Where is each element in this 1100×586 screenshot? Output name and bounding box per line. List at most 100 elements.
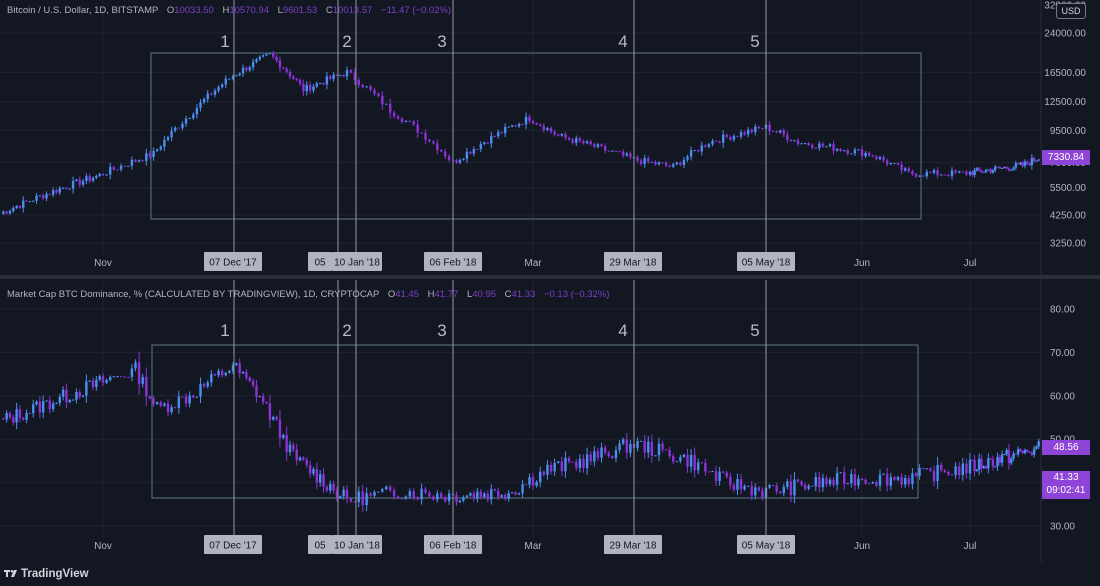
candle-body[interactable] [932, 470, 936, 482]
candle-body[interactable] [1037, 441, 1040, 447]
candle-body[interactable] [950, 474, 954, 476]
candle-body[interactable] [618, 151, 621, 153]
candle-body[interactable] [55, 402, 58, 404]
candle-body[interactable] [560, 461, 564, 472]
candle-body[interactable] [732, 485, 736, 490]
candle-body[interactable] [782, 130, 785, 135]
candle-body[interactable] [996, 457, 999, 467]
candle-body[interactable] [258, 56, 262, 60]
candle-body[interactable] [542, 125, 546, 131]
candle-body[interactable] [828, 144, 832, 147]
candle-body[interactable] [141, 160, 144, 162]
candle-body[interactable] [878, 157, 882, 160]
candle-body[interactable] [875, 156, 878, 160]
candle-body[interactable] [1010, 169, 1013, 171]
candle-body[interactable] [22, 417, 25, 420]
candle-body[interactable] [206, 93, 209, 100]
candle-body[interactable] [295, 78, 298, 81]
candle-body[interactable] [929, 468, 932, 471]
candle-body[interactable] [896, 163, 900, 165]
candle-body[interactable] [1019, 162, 1022, 165]
candle-body[interactable] [58, 188, 62, 193]
tradingview-logo[interactable]: TradingView [4, 568, 89, 580]
candle-body[interactable] [258, 396, 262, 398]
candle-body[interactable] [625, 439, 628, 453]
candle-body[interactable] [700, 145, 703, 152]
candle-body[interactable] [365, 493, 368, 506]
candle-body[interactable] [679, 456, 682, 462]
candle-body[interactable] [458, 159, 462, 163]
candle-body[interactable] [589, 141, 592, 145]
candle-body[interactable] [761, 128, 764, 130]
candle-body[interactable] [58, 396, 62, 403]
candle-body[interactable] [575, 461, 578, 468]
candle-body[interactable] [1032, 448, 1036, 455]
candle-body[interactable] [973, 170, 976, 175]
candle-body[interactable] [839, 472, 842, 474]
candle-body[interactable] [1014, 163, 1018, 168]
candle-body[interactable] [585, 141, 589, 144]
candle-body[interactable] [614, 150, 618, 152]
candle-body[interactable] [213, 90, 217, 95]
candle-body[interactable] [385, 486, 388, 490]
candle-body[interactable] [483, 142, 486, 145]
candle-body[interactable] [462, 497, 465, 501]
candle-body[interactable] [315, 83, 319, 87]
candle-body[interactable] [329, 76, 332, 79]
candle-body[interactable] [278, 60, 282, 68]
candle-body[interactable] [789, 139, 793, 142]
candle-body[interactable] [571, 139, 574, 143]
candle-body[interactable] [975, 168, 979, 171]
candle-body[interactable] [85, 381, 88, 396]
candle-body[interactable] [661, 162, 664, 164]
candle-body[interactable] [119, 165, 123, 170]
candle-body[interactable] [365, 86, 368, 88]
candle-body[interactable] [807, 485, 810, 489]
candle-body[interactable] [539, 124, 542, 126]
candle-body[interactable] [1016, 163, 1020, 165]
candle-body[interactable] [828, 479, 832, 485]
candle-body[interactable] [412, 121, 415, 125]
candle-body[interactable] [217, 87, 220, 91]
candle-body[interactable] [1016, 449, 1020, 455]
candle-body[interactable] [984, 466, 988, 469]
candle-body[interactable] [607, 150, 610, 152]
candle-body[interactable] [1026, 449, 1029, 452]
candle-body[interactable] [381, 95, 384, 105]
candle-body[interactable] [918, 468, 921, 476]
candle-body[interactable] [483, 493, 486, 497]
candle-body[interactable] [248, 67, 251, 71]
candle-body[interactable] [235, 75, 238, 77]
candle-body[interactable] [112, 167, 116, 170]
candle-body[interactable] [761, 490, 764, 498]
candle-body[interactable] [510, 125, 514, 127]
candle-body[interactable] [141, 377, 144, 384]
candle-body[interactable] [5, 413, 8, 420]
candle-body[interactable] [860, 478, 864, 480]
candle-body[interactable] [335, 74, 339, 76]
candle-body[interactable] [553, 462, 556, 472]
candle-body[interactable] [947, 174, 950, 177]
candle-body[interactable] [357, 80, 360, 85]
candle-body[interactable] [95, 379, 98, 388]
candle-body[interactable] [51, 190, 55, 195]
candle-body[interactable] [238, 73, 241, 76]
candle-body[interactable] [373, 89, 376, 94]
candle-body[interactable] [679, 162, 682, 165]
candle-body[interactable] [353, 501, 357, 503]
candle-body[interactable] [35, 401, 38, 405]
candle-body[interactable] [989, 169, 992, 173]
candle-body[interactable] [661, 443, 664, 450]
btc-legend[interactable]: Bitcoin / U.S. Dollar, 1D, BITSTAMP O100… [7, 5, 451, 16]
candle-body[interactable] [315, 469, 319, 483]
candle-body[interactable] [288, 444, 292, 453]
candle-body[interactable] [647, 441, 650, 453]
candle-body[interactable] [68, 188, 71, 190]
candle-body[interactable] [1014, 453, 1018, 455]
candle-body[interactable] [882, 473, 885, 475]
candle-body[interactable] [308, 84, 312, 91]
candle-body[interactable] [575, 138, 578, 143]
candle-body[interactable] [78, 392, 81, 397]
candle-body[interactable] [38, 195, 42, 197]
candle-body[interactable] [977, 168, 981, 171]
